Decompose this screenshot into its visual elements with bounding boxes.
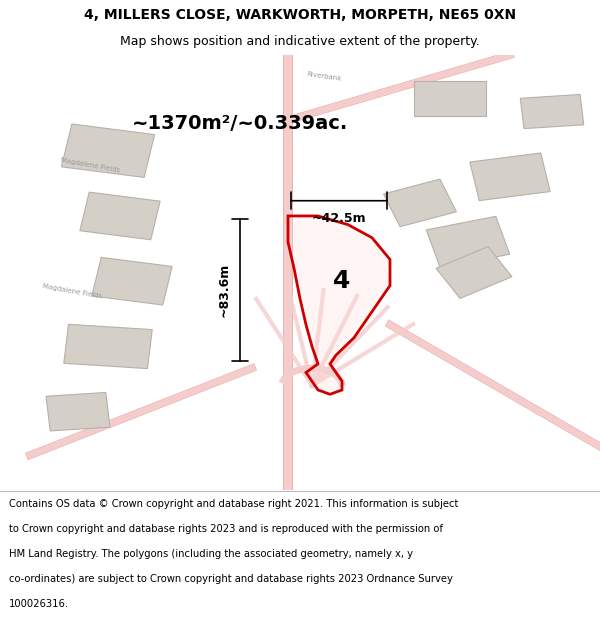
Text: Magdalene Fields: Magdalene Fields: [60, 157, 121, 174]
Bar: [80, 192, 160, 240]
Text: Contains OS data © Crown copyright and database right 2021. This information is : Contains OS data © Crown copyright and d…: [9, 499, 458, 509]
Polygon shape: [288, 216, 390, 394]
Text: ~1370m²/~0.339ac.: ~1370m²/~0.339ac.: [132, 114, 348, 133]
Bar: [426, 216, 510, 268]
Text: HM Land Registry. The polygons (including the associated geometry, namely x, y: HM Land Registry. The polygons (includin…: [9, 549, 413, 559]
Bar: [92, 258, 172, 305]
Text: to Crown copyright and database rights 2023 and is reproduced with the permissio: to Crown copyright and database rights 2…: [9, 524, 443, 534]
Bar: [64, 324, 152, 369]
Text: ~42.5m: ~42.5m: [311, 212, 367, 224]
Bar: [383, 179, 457, 227]
Bar: [470, 153, 550, 201]
Text: ~83.6m: ~83.6m: [218, 262, 231, 317]
Text: Magdalene Fields: Magdalene Fields: [42, 283, 103, 299]
Bar: [414, 81, 486, 116]
Text: Map shows position and indicative extent of the property.: Map shows position and indicative extent…: [120, 35, 480, 48]
Text: 100026316.: 100026316.: [9, 599, 69, 609]
Bar: [520, 94, 584, 129]
Text: 4: 4: [334, 269, 350, 293]
Text: Riverbank: Riverbank: [306, 71, 342, 82]
Bar: [61, 124, 155, 177]
Text: co-ordinates) are subject to Crown copyright and database rights 2023 Ordnance S: co-ordinates) are subject to Crown copyr…: [9, 574, 453, 584]
Bar: [436, 246, 512, 299]
Bar: [46, 392, 110, 431]
Text: 4, MILLERS CLOSE, WARKWORTH, MORPETH, NE65 0XN: 4, MILLERS CLOSE, WARKWORTH, MORPETH, NE…: [84, 8, 516, 22]
